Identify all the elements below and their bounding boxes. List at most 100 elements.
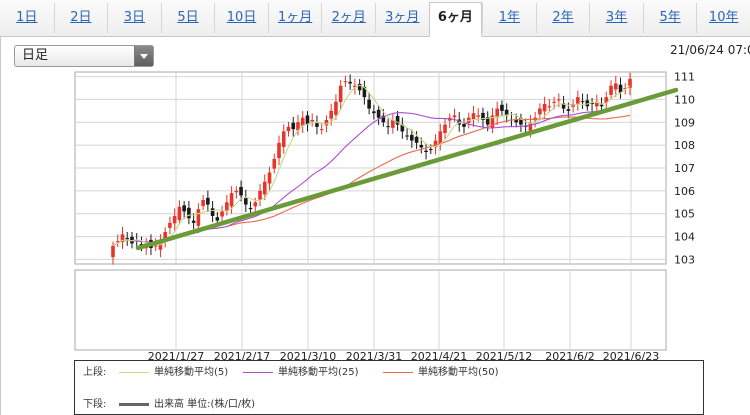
legend-lower-label: 下段:: [83, 399, 107, 410]
candle-body: [362, 86, 367, 98]
candle-body: [220, 211, 224, 217]
candle-body: [585, 100, 590, 107]
candle-body: [485, 117, 490, 125]
tab-1[interactable]: 1日: [16, 10, 38, 25]
y-tick-label: 105: [674, 208, 695, 221]
x-tick-label: 2021/3/10: [280, 350, 336, 363]
tab-14[interactable]: 10年: [696, 3, 750, 33]
tab-12[interactable]: 3年: [589, 3, 643, 33]
candle-body: [367, 99, 371, 109]
candle-body: [443, 124, 447, 133]
chart-legend: 上段: 単純移動平均(5) 単純移動平均(25) 単純移動平均(50) 下段: …: [74, 360, 704, 415]
candle-body: [338, 85, 343, 103]
candle-body: [120, 234, 125, 243]
candle-body: [215, 217, 220, 221]
tab-3[interactable]: 3日: [107, 3, 161, 33]
tab-6[interactable]: 1ヶ月: [267, 3, 322, 33]
candle-body: [319, 129, 324, 131]
candle-body: [495, 108, 499, 118]
legend-sma5: 単純移動平均(5): [119, 367, 228, 379]
y-tick-label: 109: [674, 116, 695, 129]
candle-body: [239, 186, 243, 196]
y-tick-label: 111: [674, 71, 695, 84]
candle-body: [462, 124, 466, 127]
volume-plot-frame: [74, 269, 667, 351]
candle-body: [310, 120, 315, 122]
candle-body: [168, 222, 172, 228]
candle-body: [576, 97, 580, 105]
chart-panel: [0, 36, 750, 415]
tab-10[interactable]: 1年: [482, 3, 536, 33]
tab-13[interactable]: 5年: [642, 3, 697, 33]
candle-body: [125, 238, 130, 240]
candle-body: [262, 181, 267, 195]
x-tick-label: 2021/3/31: [346, 350, 402, 363]
x-tick-label: 2021/4/21: [411, 350, 467, 363]
candle-body: [547, 106, 552, 108]
tab-8[interactable]: 3ヶ月: [375, 3, 429, 33]
candle-body: [324, 120, 329, 126]
candle-body: [381, 115, 386, 123]
candle-body: [476, 115, 481, 117]
candle-body: [210, 208, 215, 216]
tab-4[interactable]: 5日: [160, 3, 215, 33]
candle-body: [557, 99, 561, 101]
legend-sma50-label: 単純移動平均(50): [418, 367, 499, 378]
candle-body: [187, 207, 191, 219]
candle-body: [628, 78, 632, 88]
candle-body: [281, 131, 286, 147]
candle-body: [115, 241, 120, 243]
y-tick-label: 107: [674, 162, 695, 175]
tab-11[interactable]: 2年: [535, 3, 590, 33]
candle-body: [618, 84, 623, 93]
candle-body: [514, 120, 518, 123]
candle-body: [395, 115, 400, 125]
candle-body: [234, 190, 239, 193]
candle-body: [604, 97, 609, 104]
candle-body: [471, 113, 476, 120]
candle-body: [590, 102, 594, 104]
candle-body: [277, 142, 281, 159]
candle-body: [329, 110, 333, 119]
sma5-line: [112, 84, 631, 247]
candle-body: [542, 104, 547, 112]
candle-body: [111, 245, 115, 258]
candle-body: [258, 190, 262, 200]
tab-7[interactable]: 2ヶ月: [321, 3, 375, 33]
candle-body: [457, 119, 462, 125]
candle-body: [609, 85, 613, 95]
trendline: [135, 87, 679, 251]
y-tick-label: 104: [674, 231, 695, 244]
y-tick-label: 106: [674, 185, 695, 198]
candle-body: [130, 236, 134, 244]
legend-volume-label: 出来高 単位:(株/口/枚): [154, 399, 256, 410]
candle-body: [153, 245, 158, 247]
period-tabbar: 1日 2日 3日 5日 10日 1ヶ月 2ヶ月 3ヶ月 6ヶ月 1年 2年 3年 5年 10年: [0, 0, 750, 37]
chart-interval-value: 日足: [22, 48, 49, 63]
tab-9[interactable]: 6ヶ月: [428, 2, 483, 37]
tab-2[interactable]: 2日: [53, 3, 108, 33]
legend-upper-label: 上段:: [83, 367, 107, 378]
candle-body: [291, 122, 296, 130]
chart-interval-select[interactable]: 日足: [14, 45, 154, 67]
candle-body: [315, 123, 319, 127]
candle-body: [580, 101, 585, 103]
legend-sma25-label: 単純移動平均(25): [278, 367, 359, 378]
candle-body: [158, 241, 163, 250]
y-tick-label: 110: [674, 93, 695, 106]
tab-5[interactable]: 10日: [214, 3, 268, 33]
candle-body: [452, 115, 457, 118]
chevron-down-icon[interactable]: [134, 46, 153, 66]
x-tick-label: 2021/6/2: [545, 350, 594, 363]
candle-body: [428, 149, 433, 151]
candle-body: [196, 209, 201, 226]
y-tick-label: 108: [674, 139, 695, 152]
candle-body: [561, 103, 566, 109]
candle-body: [538, 108, 542, 115]
candle-body: [272, 158, 277, 169]
candle-body: [372, 111, 376, 114]
candle-body: [286, 126, 291, 132]
candle-body: [419, 144, 424, 148]
x-tick-label: 2021/6/23: [603, 350, 659, 363]
candle-body: [348, 81, 352, 84]
